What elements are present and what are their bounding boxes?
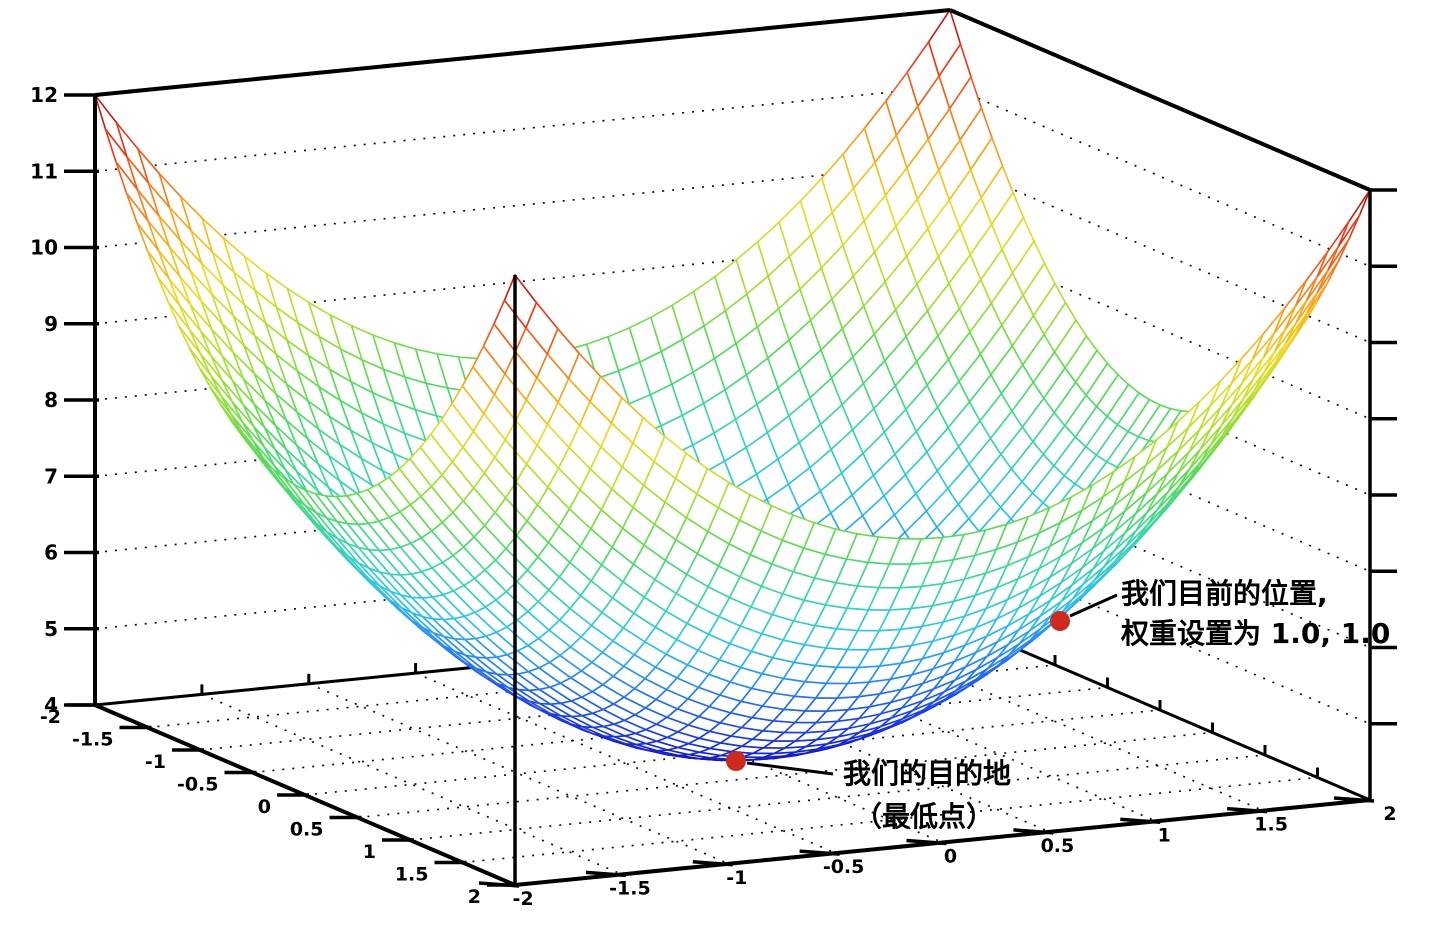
y-tick-label: 0.5 — [1041, 835, 1075, 857]
z-tick-label: 11 — [30, 159, 58, 183]
x-tick-label: -1 — [145, 751, 166, 773]
annotation-text: 权重设置为 1.0, 1.0 — [1120, 617, 1390, 650]
z-tick-label: 12 — [30, 83, 58, 107]
x-tick-label: 2 — [468, 886, 481, 908]
z-tick-label: 5 — [44, 617, 58, 641]
marker-dot — [726, 751, 746, 771]
z-tick-label: 4 — [44, 693, 58, 717]
y-tick-label: 2 — [1383, 803, 1396, 825]
x-tick-label: -0.5 — [177, 774, 219, 796]
x-tick-label: 0 — [258, 796, 271, 818]
y-tick-label: 1.5 — [1254, 814, 1288, 836]
leader-line — [746, 761, 834, 776]
annotation-text: 我们目前的位置, — [1121, 577, 1328, 610]
z-tick-label: 10 — [30, 236, 58, 260]
x-tick-label: -1.5 — [72, 729, 114, 751]
z-tick-label: 8 — [44, 388, 58, 412]
y-tick-label: -1.5 — [609, 877, 651, 899]
y-tick-label: -2 — [512, 888, 533, 910]
x-tick-label: -2 — [40, 706, 61, 728]
z-tick-label: 7 — [44, 464, 58, 488]
z-tick-label: 6 — [44, 541, 58, 565]
y-tick-label: 1 — [1158, 824, 1171, 846]
y-tick-label: -0.5 — [823, 856, 865, 878]
x-tick-label: 1 — [363, 841, 376, 863]
annotation-text: 我们的目的地 — [843, 757, 1011, 790]
annotation-text: （最低点） — [854, 800, 994, 833]
z-tick-label: 9 — [44, 312, 58, 336]
y-tick-label: -1 — [726, 867, 747, 889]
marker-dot — [1050, 611, 1070, 631]
surface-mesh — [94, 9, 1371, 762]
y-tick-label: 0 — [944, 846, 957, 868]
annotation-destination: 我们的目的地 （最低点） — [726, 751, 1011, 833]
x-tick-label: 0.5 — [290, 819, 324, 841]
x-tick-label: 1.5 — [395, 864, 429, 886]
annotation-current-position: 我们目前的位置, 权重设置为 1.0, 1.0 — [1050, 577, 1390, 650]
floor-gridlines — [147, 629, 1318, 876]
leader-line — [1069, 593, 1118, 618]
